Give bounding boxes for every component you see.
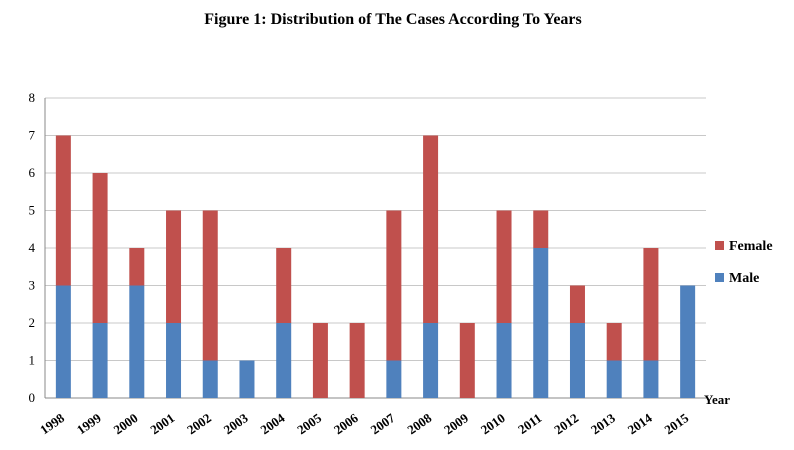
- bars: [55, 135, 696, 398]
- y-tick-label: 5: [29, 203, 36, 218]
- x-tick-label-2002: 2002: [184, 410, 214, 437]
- bar-male-2010: [496, 323, 512, 398]
- x-tick-label-2000: 2000: [111, 410, 141, 437]
- x-tick-label-2011: 2011: [515, 410, 544, 437]
- x-tick-label-2012: 2012: [551, 410, 581, 437]
- y-axis-ticks: 0 1 2 3 4 5 6 7 8: [29, 90, 36, 405]
- bar-female-2012: [569, 285, 585, 323]
- x-tick-label-2006: 2006: [331, 410, 361, 437]
- x-tick-label-2014: 2014: [625, 410, 655, 437]
- y-tick-label: 3: [29, 278, 36, 293]
- y-tick-label: 1: [29, 353, 36, 368]
- y-tick-label: 0: [29, 390, 36, 405]
- x-tick-label-2007: 2007: [368, 410, 398, 437]
- bar-female-2007: [386, 210, 402, 361]
- bar-male-2008: [423, 323, 439, 398]
- x-tick-label-2001: 2001: [147, 410, 177, 437]
- x-tick-label-2003: 2003: [221, 410, 251, 437]
- bar-female-2005: [312, 323, 328, 398]
- bar-male-2003: [239, 360, 255, 398]
- y-tick-label: 4: [29, 240, 36, 255]
- bar-female-2008: [423, 135, 439, 323]
- legend: Female Male: [715, 239, 773, 286]
- bar-female-2010: [496, 210, 512, 323]
- x-tick-label-2009: 2009: [441, 410, 471, 437]
- bar-male-2014: [643, 360, 659, 398]
- bar-female-2000: [129, 248, 145, 286]
- y-tick-label: 8: [29, 90, 36, 105]
- x-tick-label-2005: 2005: [294, 410, 324, 437]
- bar-male-2001: [166, 323, 182, 398]
- bar-female-2006: [349, 323, 365, 398]
- legend-swatch-male: [715, 273, 724, 282]
- bar-male-2007: [386, 360, 402, 398]
- x-tick-label-1999: 1999: [74, 410, 104, 437]
- x-tick-label-2010: 2010: [478, 410, 508, 437]
- x-tick-label-2004: 2004: [258, 410, 288, 437]
- bar-male-2002: [202, 360, 218, 398]
- bar-female-2014: [643, 248, 659, 361]
- bar-female-1998: [55, 135, 71, 286]
- bar-female-2002: [202, 210, 218, 361]
- bar-male-2000: [129, 285, 145, 398]
- y-tick-label: 2: [29, 315, 36, 330]
- bar-female-2004: [276, 248, 292, 323]
- legend-label-female: Female: [729, 239, 773, 254]
- x-tick-label-2015: 2015: [661, 410, 691, 437]
- bar-female-2013: [606, 323, 622, 361]
- bar-male-2011: [533, 248, 549, 398]
- chart-title: Figure 1: Distribution of The Cases Acco…: [204, 11, 582, 28]
- y-tick-label: 7: [29, 128, 36, 143]
- y-tick-label: 6: [29, 165, 36, 180]
- bar-male-1998: [55, 285, 71, 398]
- bar-male-1999: [92, 323, 108, 398]
- bar-male-2015: [680, 285, 696, 398]
- x-axis-ticks: 1998 1999 2000 2001 2002 2003 2004 2005 2006 2007…: [37, 410, 692, 437]
- bar-male-2004: [276, 323, 292, 398]
- x-tick-label-2013: 2013: [588, 410, 618, 437]
- bar-male-2012: [569, 323, 585, 398]
- legend-label-male: Male: [729, 271, 759, 286]
- bar-female-2001: [166, 210, 182, 323]
- bar-female-1999: [92, 173, 108, 323]
- legend-swatch-female: [715, 241, 724, 250]
- bar-female-2009: [459, 323, 475, 398]
- x-tick-label-1998: 1998: [37, 410, 67, 437]
- gridlines: [44, 97, 706, 399]
- x-axis-label: Year: [704, 392, 730, 407]
- bar-male-2013: [606, 360, 622, 398]
- x-tick-label-2008: 2008: [404, 410, 434, 437]
- bar-female-2011: [533, 210, 549, 248]
